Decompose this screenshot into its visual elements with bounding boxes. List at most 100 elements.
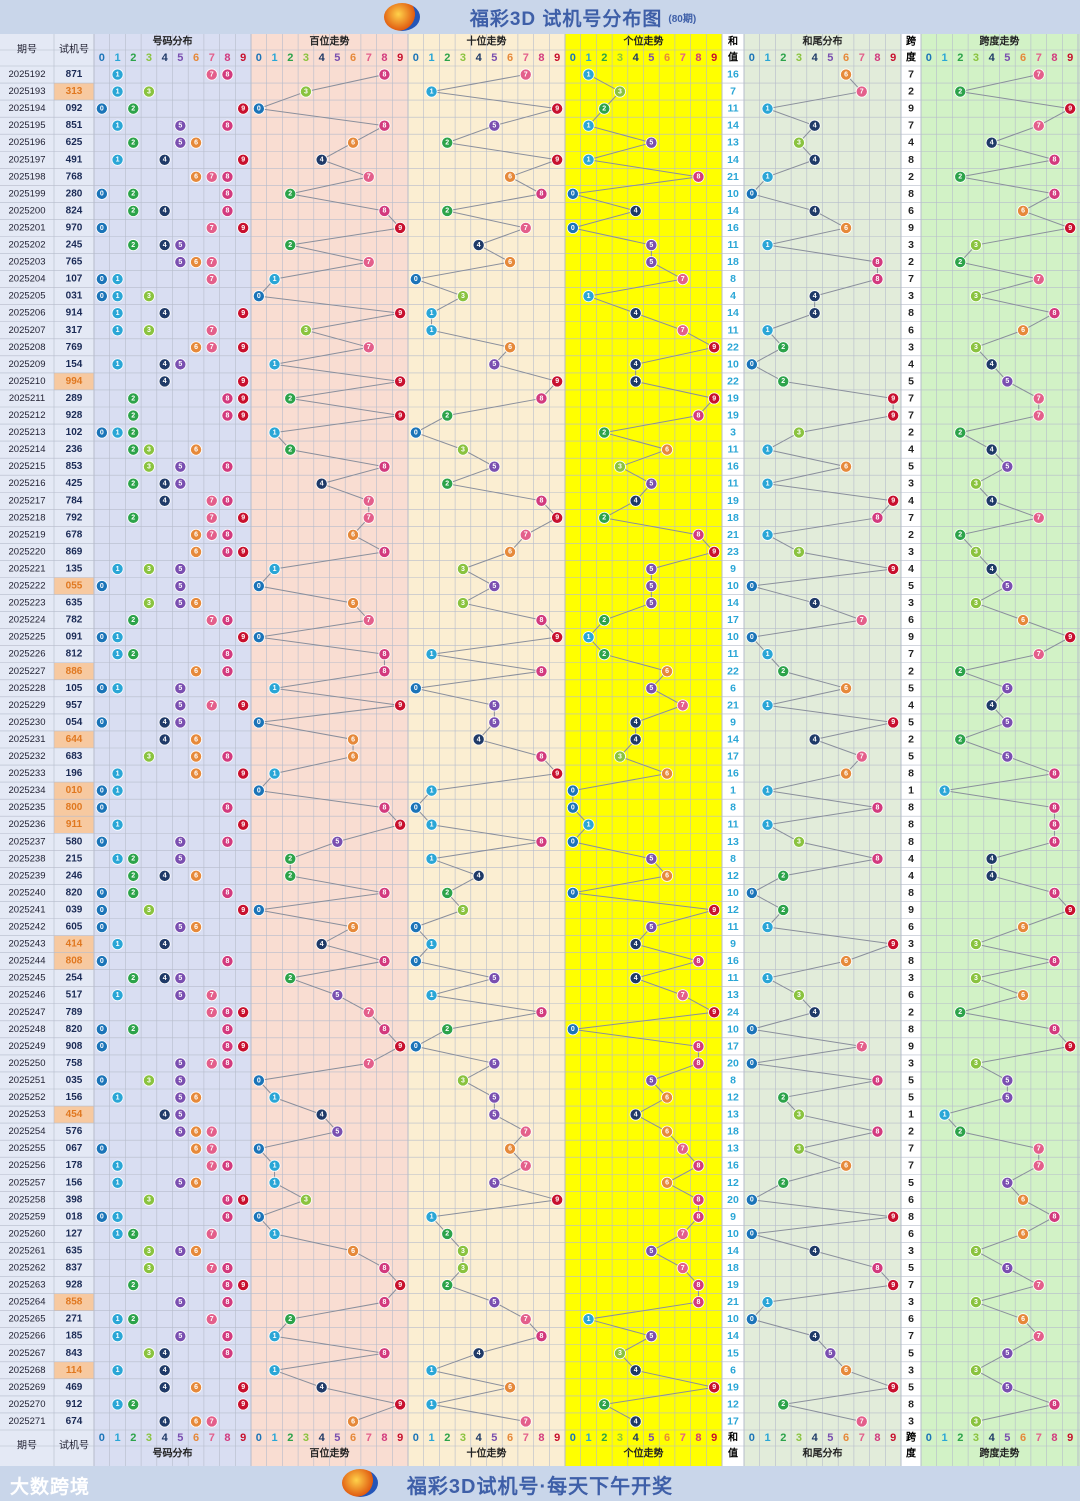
hundreds-trend-ball-label: 4 [320, 1111, 324, 1118]
dist-ball [237, 767, 250, 780]
dist-ball-label: 5 [178, 1299, 182, 1306]
repeat-number-highlight [54, 662, 94, 680]
dist-ball [205, 273, 218, 286]
dist-ball-label: 7 [210, 1316, 214, 1323]
sumtail-trend-ball-label: 7 [860, 88, 864, 95]
dist-ball-label: 4 [163, 378, 167, 385]
span-cell: 5 [908, 1177, 914, 1189]
tens-trend-ball [425, 938, 438, 951]
header-digit: 9 [397, 52, 403, 64]
units-trend-ball [645, 921, 658, 934]
span-cell: 7 [908, 1330, 914, 1342]
header-digit: 5 [827, 52, 833, 64]
sumtail-trend-ball-label: 4 [813, 1333, 817, 1340]
hundreds-trend-ball [378, 1262, 391, 1275]
dist-ball-label: 7 [210, 1231, 214, 1238]
units-trend-ball [661, 665, 674, 678]
units-trend-ball-label: 1 [587, 1316, 591, 1323]
period-cell: 2025261 [9, 1245, 46, 1256]
tens-trend-ball-label: 6 [508, 1145, 512, 1152]
span-cell: 2 [908, 1006, 914, 1018]
number-cell: 035 [66, 1075, 83, 1086]
period-cell: 2025214 [9, 444, 46, 455]
span-cell: 6 [908, 1228, 914, 1240]
header-digit: 1 [114, 52, 120, 64]
span-cell: 7 [908, 648, 914, 660]
tens-trend-ball-label: 8 [539, 839, 543, 846]
dist-ball [205, 511, 218, 524]
sum-cell: 16 [727, 461, 739, 473]
number-cell: 851 [66, 120, 83, 131]
number-cell: 994 [66, 376, 83, 387]
dist-ball [237, 392, 250, 405]
units-trend-ball-label: 3 [618, 463, 622, 470]
period-cell: 2025210 [9, 376, 46, 387]
span-trend-ball-label: 7 [1037, 412, 1041, 419]
header-digit: 7 [366, 52, 372, 64]
hundreds-trend-ball-label: 0 [257, 1077, 261, 1084]
sum-cell: 23 [727, 546, 739, 558]
sum-cell: 12 [727, 870, 739, 882]
number-cell: 820 [66, 887, 83, 898]
hundreds-trend-ball [394, 221, 407, 234]
sum-cell: 20 [727, 1057, 739, 1069]
number-cell: 758 [66, 1058, 83, 1069]
dist-ball [127, 1398, 140, 1411]
dist-ball-label: 1 [116, 1316, 120, 1323]
sumtail-trend-ball [808, 733, 821, 746]
period-cell: 2025231 [9, 734, 46, 745]
dist-ball [174, 1244, 187, 1257]
span-cell: 4 [908, 495, 914, 507]
header-digit: 0 [99, 1432, 105, 1444]
sumtail-trend-ball [887, 716, 900, 729]
period-cell: 2025208 [9, 342, 46, 353]
sum-cell: 11 [727, 324, 738, 336]
tens-trend-ball-label: 6 [508, 344, 512, 351]
span-trend-ball-label: 4 [990, 873, 994, 880]
sumtail-trend-ball-label: 1 [766, 327, 770, 334]
span-trend-ball [954, 665, 967, 678]
number-cell: 820 [66, 1024, 83, 1035]
units-trend-ball-label: 8 [696, 1299, 700, 1306]
sumtail-trend-ball [808, 290, 821, 303]
dist-ball [205, 1159, 218, 1172]
units-trend-ball [692, 955, 705, 968]
dist-ball-label: 4 [163, 941, 167, 948]
header-span: 跨 [906, 35, 917, 48]
tens-trend-ball-label: 1 [430, 822, 434, 829]
dist-ball [221, 614, 234, 627]
sumtail-trend-ball [840, 221, 853, 234]
hundreds-trend-ball [252, 716, 265, 729]
span-cell: 7 [908, 1279, 914, 1291]
dist-ball-label: 7 [210, 617, 214, 624]
span-trend-ball-label: 8 [1052, 1214, 1056, 1221]
span-trend-ball-label: 1 [943, 1111, 947, 1118]
tens-trend-ball [456, 903, 469, 916]
dist-ball-label: 4 [163, 975, 167, 982]
units-trend-ball-label: 6 [665, 668, 669, 675]
units-trend-ball-label: 2 [602, 651, 606, 658]
sum-cell: 14 [727, 1330, 739, 1342]
number-cell: 789 [66, 1007, 83, 1018]
tens-trend-ball [425, 1364, 438, 1377]
sumtail-trend-ball-label: 6 [844, 770, 848, 777]
dist-ball [205, 614, 218, 627]
sum-cell: 9 [730, 563, 736, 575]
span-trend-ball-label: 5 [1005, 1094, 1009, 1101]
sum-cell: 17 [727, 614, 739, 626]
dist-ball-label: 4 [163, 1384, 167, 1391]
span-trend-ball-label: 2 [958, 1009, 962, 1016]
period-cell: 2025266 [9, 1331, 46, 1342]
dist-ball [142, 562, 155, 575]
hundreds-trend-ball [362, 170, 375, 183]
sum-cell: 7 [730, 86, 736, 98]
span-trend-ball [1001, 460, 1014, 473]
units-trend-ball-label: 6 [665, 446, 669, 453]
dist-ball-label: 3 [147, 463, 151, 470]
units-trend-ball [708, 341, 721, 354]
dist-ball-label: 1 [116, 1094, 120, 1101]
hundreds-trend-ball-label: 2 [288, 873, 292, 880]
tens-trend-ball [441, 477, 454, 490]
tens-trend-ball-label: 0 [414, 924, 418, 931]
tens-trend-ball [535, 665, 548, 678]
